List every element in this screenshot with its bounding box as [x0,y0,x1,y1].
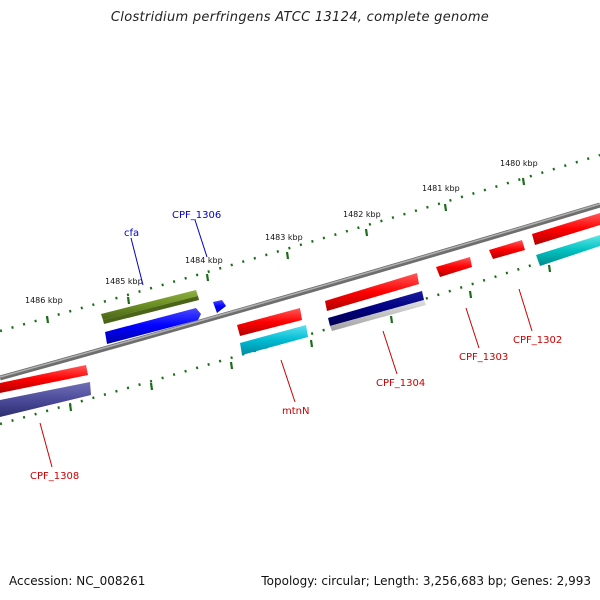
genome-backbone [0,202,600,381]
scale-label-1483: 1483 kbp [265,233,303,242]
gene-cpf1302-feature[interactable] [489,240,525,259]
gene-cpf1301-feature[interactable] [532,213,600,245]
gene-label-mtnn: mtnN [282,406,309,417]
gene-cpf1304-feature[interactable] [325,273,419,311]
scale-label-1482: 1482 kbp [343,210,381,219]
gene-labels: cfa CPF_1306 mtnN CPF_1304 CPF_1303 CPF_… [30,210,562,482]
gene-cpf1301-partner-feature[interactable] [536,235,600,266]
scale-label-1485: 1485 kbp [105,277,143,286]
topology-text: Topology: circular; Length: 3,256,683 bp… [261,574,591,588]
scale-label-1481: 1481 kbp [422,184,460,193]
outer-scale-ring [0,153,600,333]
gene-label-cfa: cfa [124,228,139,239]
gene-label-cpf1304: CPF_1304 [376,378,425,389]
inner-scale-major-ticks [68,264,552,412]
gene-cfa-feature[interactable] [101,290,199,324]
gene-cpf1304-partner-feature[interactable] [328,291,426,331]
map-title: Clostridium perfringens ATCC 13124, comp… [110,10,490,25]
scale-label-1486: 1486 kbp [25,296,63,305]
accession-text: Accession: NC_008261 [9,574,146,588]
scale-labels: 1486 kbp 1485 kbp 1484 kbp 1483 kbp 1482… [25,159,538,305]
gene-label-cpf1306: CPF_1306 [172,210,221,221]
gene-label-cpf1302: CPF_1302 [513,335,562,346]
gene-cpf1306-feature[interactable] [213,300,226,313]
gene-mtnn-partner-feature[interactable] [240,325,308,355]
gene-cpf1308-feature[interactable] [0,365,88,393]
gene-mtnn-feature[interactable] [237,308,302,336]
scale-label-1480: 1480 kbp [500,159,538,168]
outer-scale-major-ticks [45,177,526,324]
gene-label-cpf1303: CPF_1303 [459,352,508,363]
gene-label-cpf1308: CPF_1308 [30,471,79,482]
gene-cpf1308-partner-feature[interactable] [0,382,91,417]
gene-cpf1303-feature[interactable] [436,257,472,277]
gene-cpf1305-feature[interactable] [105,308,201,344]
label-leaders [39,219,533,468]
scale-label-1484: 1484 kbp [185,256,223,265]
